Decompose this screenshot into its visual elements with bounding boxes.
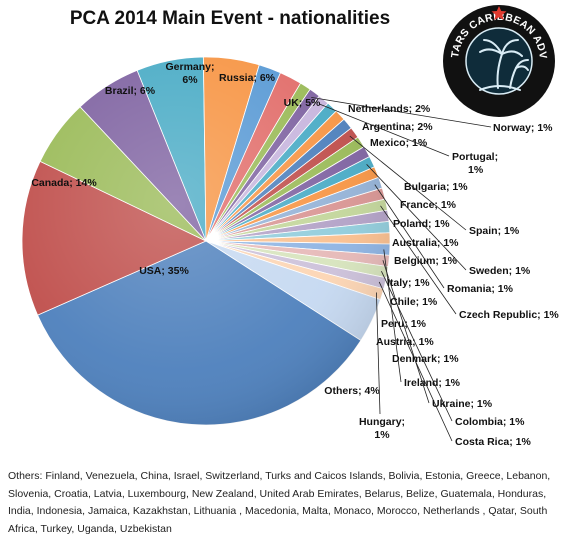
pokerstars-logo: POKERSTARS CARIBBEAN ADVENTURE [440, 2, 555, 117]
pie-sheen [22, 57, 390, 425]
data-label-spain: Spain; 1% [469, 225, 520, 237]
palm-tree-icon [479, 39, 529, 91]
data-label-peru: Peru; 1% [381, 318, 427, 330]
data-label-usa: USA; 35% [139, 265, 189, 277]
data-label-czech-republic: Czech Republic; 1% [459, 309, 559, 321]
data-label-portugal: Portugal; 1% [452, 151, 498, 176]
leader-line-portugal [319, 103, 450, 157]
data-label-bulgaria: Bulgaria; 1% [404, 181, 468, 193]
leader-line-spain [349, 135, 467, 231]
data-label-australia: Australia; 1% [392, 237, 459, 249]
data-label-denmark: Denmark; 1% [392, 353, 459, 365]
data-label-romania: Romania; 1% [447, 283, 514, 295]
data-label-costa-rica: Costa Rica; 1% [455, 436, 532, 448]
data-label-mexico: Mexico; 1% [370, 137, 428, 149]
data-label-colombia: Colombia; 1% [455, 416, 525, 428]
leader-line-ukraine [382, 260, 430, 404]
pie-chart: Russia; 6% UK; 5% Netherlands; 2% Argentina… [21, 56, 559, 448]
data-label-hungary: Hungary; 1% [359, 416, 405, 441]
data-label-brazil: Brazil; 6% [105, 85, 156, 97]
data-label-austria: Austria; 1% [376, 336, 434, 348]
data-label-others: Others; 4% [324, 385, 380, 397]
data-label-poland: Poland; 1% [393, 218, 450, 230]
data-label-italy: Italy; 1% [387, 277, 430, 289]
data-label-sweden: Sweden; 1% [469, 265, 531, 277]
data-label-norway: Norway; 1% [493, 122, 553, 134]
leader-line-colombia [381, 271, 453, 422]
data-label-france: France; 1% [400, 199, 457, 211]
leader-line-romania [374, 184, 445, 289]
data-label-argentina: Argentina; 2% [362, 121, 433, 133]
leader-line-czech-republic [380, 205, 457, 315]
data-label-belgium: Belgium; 1% [394, 255, 458, 267]
data-label-russia: Russia; 6% [219, 72, 276, 84]
data-label-germany: Germany; 6% [165, 61, 214, 86]
data-label-netherlands: Netherlands; 2% [348, 103, 431, 115]
leader-line-costa-rica [378, 281, 453, 442]
chart-title: PCA 2014 Main Event - nationalities [69, 8, 391, 29]
leader-line-sweden [366, 164, 467, 271]
data-label-ukraine: Ukraine; 1% [432, 398, 493, 410]
data-label-canada: Canada; 14% [31, 177, 97, 189]
others-footnote: Others: Finland, Venezuela, China, Israe… [8, 470, 551, 535]
data-label-chile: Chile; 1% [390, 296, 438, 308]
leader-line-hungary [376, 292, 381, 415]
star-icon [491, 6, 507, 20]
data-label-ireland: Ireland; 1% [404, 377, 461, 389]
data-label-uk: UK; 5% [284, 97, 321, 109]
leader-line-norway [311, 97, 492, 128]
